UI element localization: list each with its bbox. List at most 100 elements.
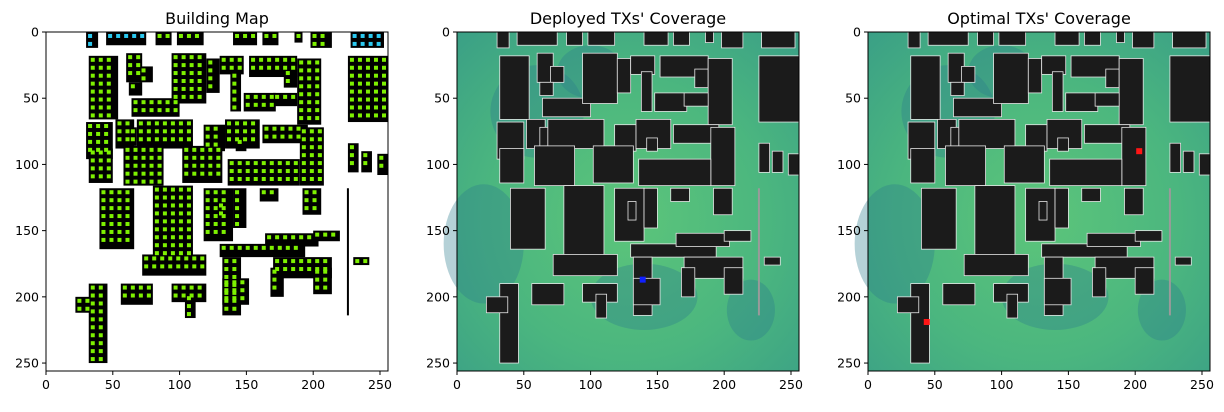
building [206,58,220,93]
window-dot [251,57,256,62]
window-dot [88,124,93,129]
window-dot [283,94,288,99]
window-dot [283,235,288,240]
window-dot [170,211,175,216]
window-dot [291,65,296,70]
window-dot [245,245,250,250]
window-dot [117,129,122,134]
window-dot [315,68,320,73]
window-dot [157,163,162,168]
building [1124,187,1144,216]
window-dot [85,298,90,303]
window-dot [178,235,183,240]
window-dot [125,163,130,168]
window-dot [90,97,95,102]
window-dot [184,171,189,176]
window-dot [229,57,234,62]
window-dot [275,65,280,70]
window-dot [90,89,95,94]
window-dot [98,57,103,62]
building [88,55,119,120]
window-dot [149,100,154,105]
window-dot [275,259,280,264]
window-dot [138,285,143,290]
building [142,254,207,276]
window-dot [189,94,194,99]
window-dot [240,296,245,301]
window-dot [365,57,370,62]
y-tick-label: 200 [15,289,39,304]
window-dot [317,137,322,142]
window-dot [205,206,210,211]
window-dot [138,129,143,134]
window-dot [349,113,354,118]
window-dot [149,147,154,152]
window-dot [184,264,189,269]
building [496,31,510,49]
x-tick-label: 100 [168,377,192,392]
window-dot [235,129,240,134]
window-dot [307,84,312,89]
building [910,148,936,184]
building [771,150,784,173]
window-dot [240,280,245,285]
window-dot [181,78,186,83]
window-dot [192,264,197,269]
building [139,66,153,83]
window-dot [125,171,130,176]
window-dot [168,264,173,269]
window-dot [133,108,138,113]
x-tick-label: 150 [234,377,258,392]
window-dot [221,190,226,195]
window-dot [98,309,103,314]
window-dot [157,155,162,160]
window-dot [186,227,191,232]
window-dot [98,97,103,102]
coverage-shade [443,184,524,304]
x-axis: 0 50 100 150 200 250 [453,371,803,392]
window-dot [309,161,314,166]
window-dot [98,166,103,171]
window-dot [315,285,320,290]
window-dot [130,285,135,290]
window-dot [315,267,320,272]
window-dot [307,259,312,264]
window-dot [124,33,129,38]
window-dot [144,264,149,269]
building [516,31,558,46]
window-dot [235,137,240,142]
window-dot [373,81,378,86]
window-dot [101,214,106,219]
window-dot [229,169,234,174]
window-dot [323,269,328,274]
building [1105,68,1120,89]
building [1198,153,1211,176]
window-dot [301,137,306,142]
window-dot [205,198,210,203]
window-dot [149,108,154,113]
building [219,55,244,75]
window-dot [267,235,272,240]
building [347,143,359,173]
window-dot [162,187,167,192]
window-dot [299,92,304,97]
x-tick-label: 50 [105,377,121,392]
window-dot [96,139,101,144]
window-dot [232,89,237,94]
building [499,55,530,120]
window-dot [128,55,133,60]
window-dot [154,227,159,232]
building [998,31,1027,46]
window-dot [360,41,365,46]
window-dot [106,158,111,163]
window-dot [213,222,218,227]
window-dot [251,137,256,142]
panel-deployed-coverage: Deployed TXs' Coverage 0 50 100 150 200 250 0… [426,9,803,392]
building [945,145,986,187]
window-dot [291,235,296,240]
building [627,201,637,221]
window-dot [128,71,133,76]
window-dot [125,129,130,134]
window-dot [296,33,301,38]
